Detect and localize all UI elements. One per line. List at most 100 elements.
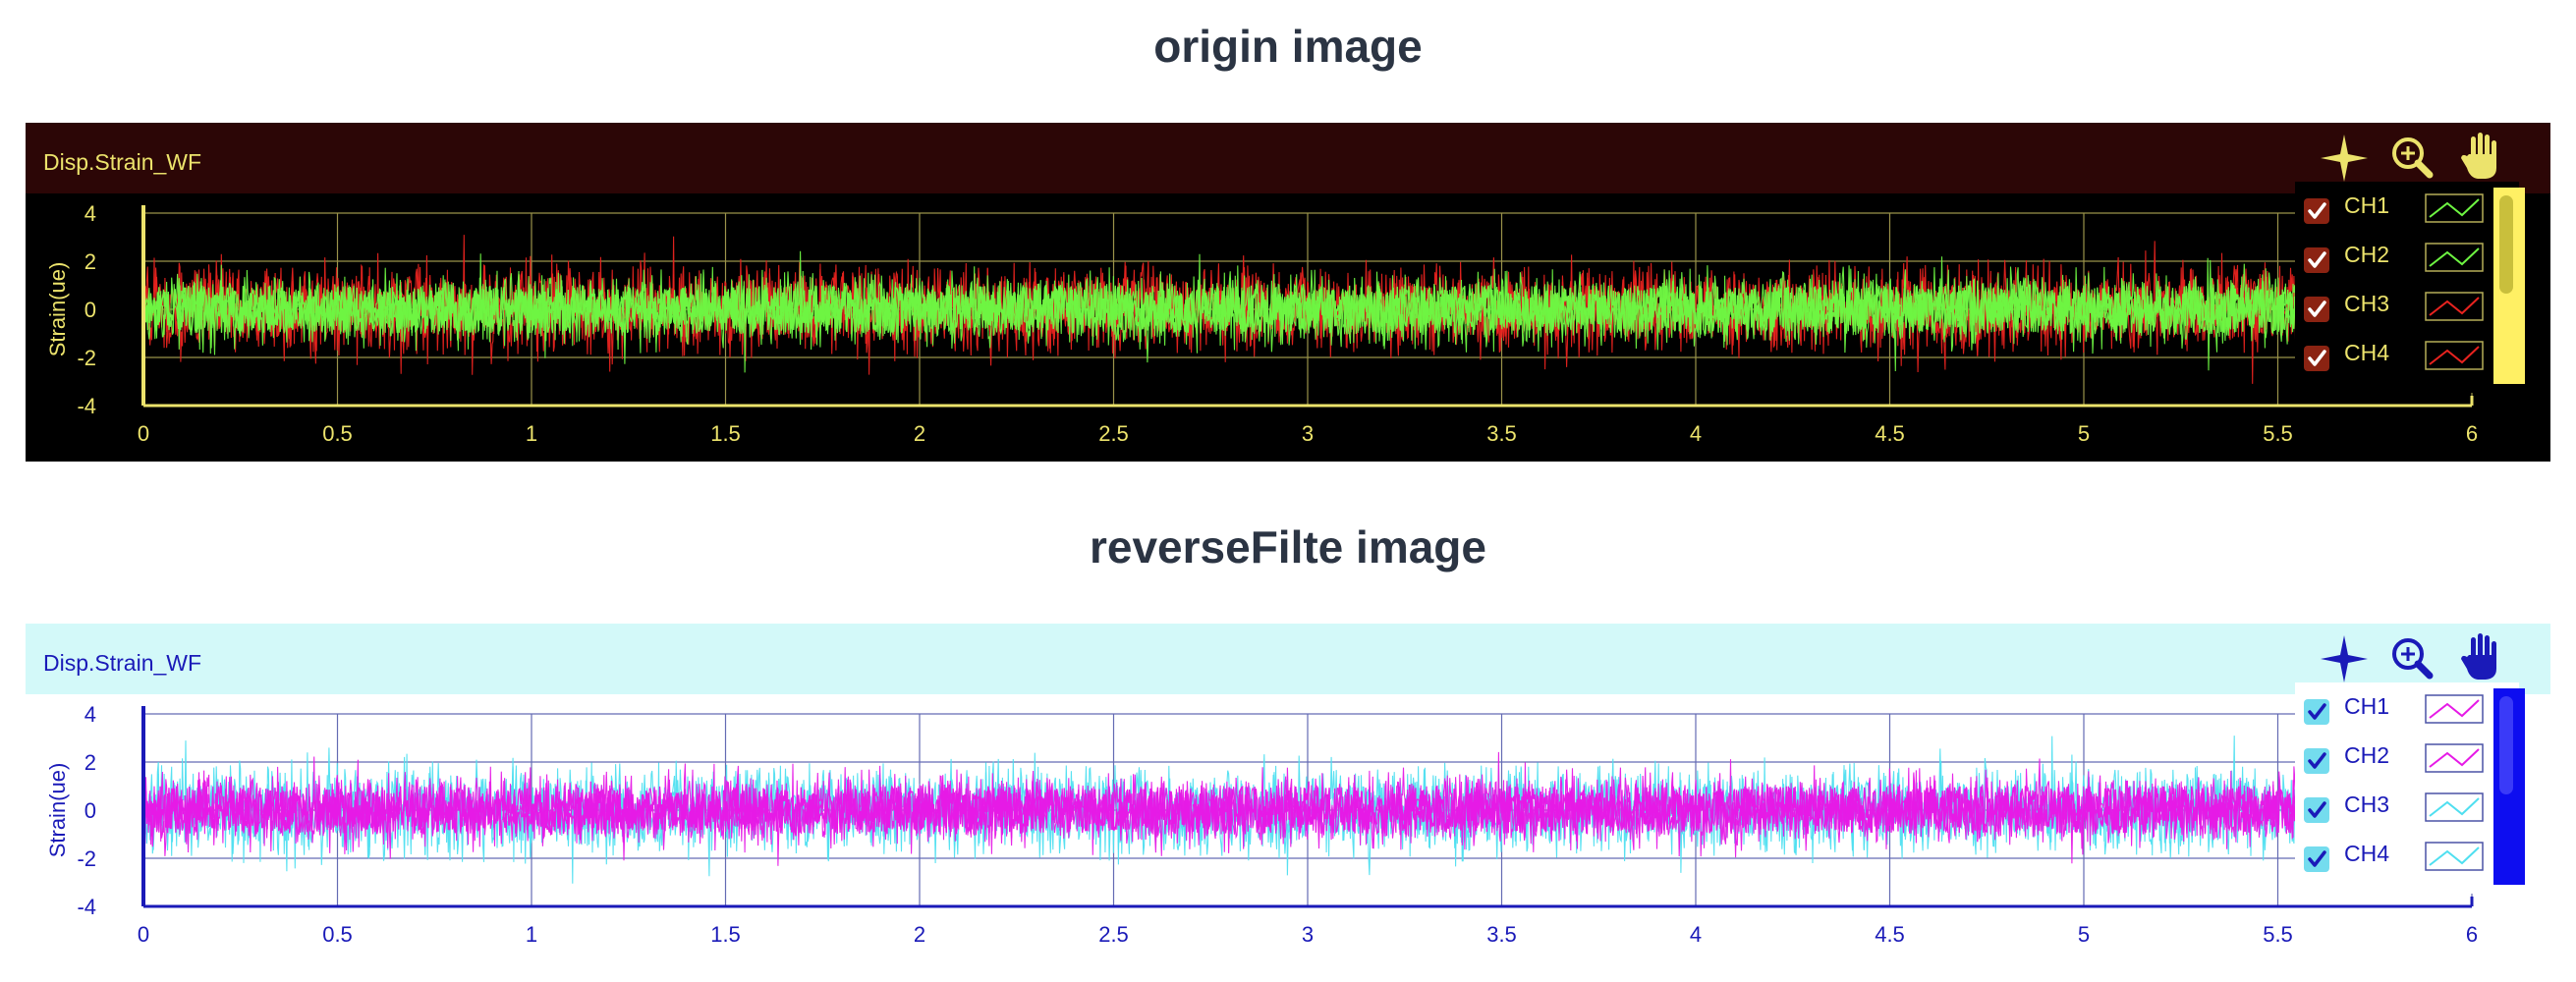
x-tick-label: 2.5 bbox=[1098, 421, 1129, 446]
x-tick-label: 6 bbox=[2466, 421, 2478, 446]
check-icon bbox=[2308, 801, 2326, 818]
legend-item-ch4: CH4 bbox=[2304, 841, 2484, 872]
legend-checkbox-ch3[interactable] bbox=[2304, 297, 2329, 322]
legend-swatch bbox=[2425, 792, 2484, 822]
y-tick-label: 0 bbox=[84, 298, 96, 322]
zoom-in-icon[interactable] bbox=[2392, 638, 2434, 680]
legend-swatch bbox=[2425, 341, 2484, 370]
reverse-filter-chart-panel: Disp.Strain_WF 4 2 0 -2 -4 0 0.5 1 1.5 2 2.5 3 3.5 4 4.… bbox=[26, 624, 2550, 962]
x-tick-label: 2.5 bbox=[1098, 922, 1129, 947]
legend-item-ch3: CH3 bbox=[2304, 291, 2484, 322]
legend-checkbox-ch4[interactable] bbox=[2304, 346, 2329, 371]
x-tick-label: 1 bbox=[526, 421, 537, 446]
x-tick-label: 2 bbox=[914, 922, 925, 947]
y-axis-label: Strain(ue) bbox=[45, 262, 70, 357]
chart-title: Disp.Strain_WF bbox=[43, 650, 201, 676]
strain-chart: Disp.Strain_WF 4 2 0 -2 -4 0 0.5 1 1.5 2 2.5 3 3.5 4 4.… bbox=[26, 624, 2550, 962]
crosshair-icon[interactable] bbox=[2321, 635, 2368, 682]
check-icon bbox=[2308, 850, 2326, 867]
y-tick-label: 2 bbox=[84, 249, 96, 274]
check-icon bbox=[2308, 350, 2326, 366]
legend-item-ch4: CH4 bbox=[2304, 340, 2484, 371]
legend-checkbox-ch2[interactable] bbox=[2304, 247, 2329, 273]
origin-image-heading: origin image bbox=[1153, 21, 1423, 72]
legend-scroll-thumb[interactable] bbox=[2499, 696, 2513, 794]
x-tick-label: 5.5 bbox=[2263, 421, 2293, 446]
x-tick-label: 1.5 bbox=[710, 922, 741, 947]
chart-header-bar bbox=[26, 123, 2550, 193]
legend-label: CH4 bbox=[2344, 841, 2389, 866]
strain-chart: Disp.Strain_WF 4 2 0 -2 -4 0 0.5 1 1.5 2 2.5 3 3.5 4 4.… bbox=[26, 123, 2550, 462]
x-tick-label: 3.5 bbox=[1486, 421, 1517, 446]
legend-label: CH4 bbox=[2344, 340, 2389, 365]
legend-checkbox-ch4[interactable] bbox=[2304, 846, 2329, 872]
series-line-core bbox=[142, 785, 2298, 837]
legend-item-ch3: CH3 bbox=[2304, 791, 2484, 823]
x-tick-label: 1 bbox=[526, 922, 537, 947]
x-tick-label: 5 bbox=[2078, 421, 2090, 446]
x-tick-label: 0.5 bbox=[322, 421, 353, 446]
legend-swatch bbox=[2425, 842, 2484, 871]
x-tick-label: 5.5 bbox=[2263, 922, 2293, 947]
x-tick-label: 6 bbox=[2466, 922, 2478, 947]
y-tick-label: 2 bbox=[84, 750, 96, 775]
origin-chart-panel: Disp.Strain_WF 4 2 0 -2 -4 0 0.5 1 1.5 2 2.5 3 3.5 4 4.… bbox=[26, 123, 2550, 462]
series-line-core bbox=[142, 283, 2298, 336]
x-tick-label: 4.5 bbox=[1875, 421, 1905, 446]
check-icon bbox=[2308, 202, 2326, 219]
x-tick-label: 0 bbox=[138, 421, 149, 446]
legend-swatch bbox=[2425, 694, 2484, 724]
legend-item-ch1: CH1 bbox=[2304, 693, 2484, 725]
legend-label: CH3 bbox=[2344, 291, 2389, 316]
legend-label: CH1 bbox=[2344, 693, 2389, 719]
legend-item-ch1: CH1 bbox=[2304, 192, 2484, 224]
legend-swatch bbox=[2425, 193, 2484, 223]
legend-item-ch2: CH2 bbox=[2304, 742, 2484, 774]
reverse-filter-image-heading: reverseFilte image bbox=[1089, 521, 1486, 573]
x-tick-label: 3.5 bbox=[1486, 922, 1517, 947]
chart-header-bar bbox=[26, 624, 2550, 694]
check-icon bbox=[2308, 752, 2326, 769]
legend-checkbox-ch2[interactable] bbox=[2304, 748, 2329, 774]
pan-hand-icon[interactable] bbox=[2461, 633, 2496, 680]
legend-swatch bbox=[2425, 743, 2484, 773]
check-icon bbox=[2308, 251, 2326, 268]
x-tick-label: 4 bbox=[1690, 922, 1702, 947]
y-tick-label: -4 bbox=[77, 895, 96, 919]
x-tick-label: 0.5 bbox=[322, 922, 353, 947]
chart-toolbar bbox=[2321, 633, 2496, 682]
legend-label: CH2 bbox=[2344, 742, 2389, 768]
pan-hand-icon[interactable] bbox=[2461, 133, 2496, 179]
y-axis-label: Strain(ue) bbox=[45, 763, 70, 858]
y-tick-label: -4 bbox=[77, 394, 96, 418]
chart-toolbar bbox=[2321, 133, 2496, 182]
y-tick-label: -2 bbox=[77, 846, 96, 871]
x-tick-label: 3 bbox=[1302, 922, 1314, 947]
legend-swatch bbox=[2425, 243, 2484, 272]
y-tick-label: -2 bbox=[77, 346, 96, 370]
legend-swatch bbox=[2425, 292, 2484, 321]
legend-label: CH3 bbox=[2344, 791, 2389, 817]
x-tick-label: 4 bbox=[1690, 421, 1702, 446]
y-tick-label: 4 bbox=[84, 201, 96, 226]
y-tick-label: 4 bbox=[84, 702, 96, 727]
legend-checkbox-ch3[interactable] bbox=[2304, 797, 2329, 823]
crosshair-icon[interactable] bbox=[2321, 135, 2368, 182]
series-line-ch4 bbox=[142, 235, 2298, 375]
x-tick-label: 0 bbox=[138, 922, 149, 947]
chart-title: Disp.Strain_WF bbox=[43, 149, 201, 175]
legend-checkbox-ch1[interactable] bbox=[2304, 198, 2329, 224]
x-tick-label: 4.5 bbox=[1875, 922, 1905, 947]
check-icon bbox=[2308, 300, 2326, 317]
legend-label: CH2 bbox=[2344, 242, 2389, 267]
legend-scroll-thumb[interactable] bbox=[2499, 195, 2513, 294]
x-tick-label: 3 bbox=[1302, 421, 1314, 446]
legend-checkbox-ch1[interactable] bbox=[2304, 699, 2329, 725]
legend: CH1 CH2 CH3 CH4 bbox=[2295, 182, 2519, 393]
legend-label: CH1 bbox=[2344, 192, 2389, 218]
x-tick-label: 5 bbox=[2078, 922, 2090, 947]
x-tick-label: 2 bbox=[914, 421, 925, 446]
check-icon bbox=[2308, 703, 2326, 720]
x-tick-label: 1.5 bbox=[710, 421, 741, 446]
zoom-in-icon[interactable] bbox=[2392, 137, 2434, 179]
